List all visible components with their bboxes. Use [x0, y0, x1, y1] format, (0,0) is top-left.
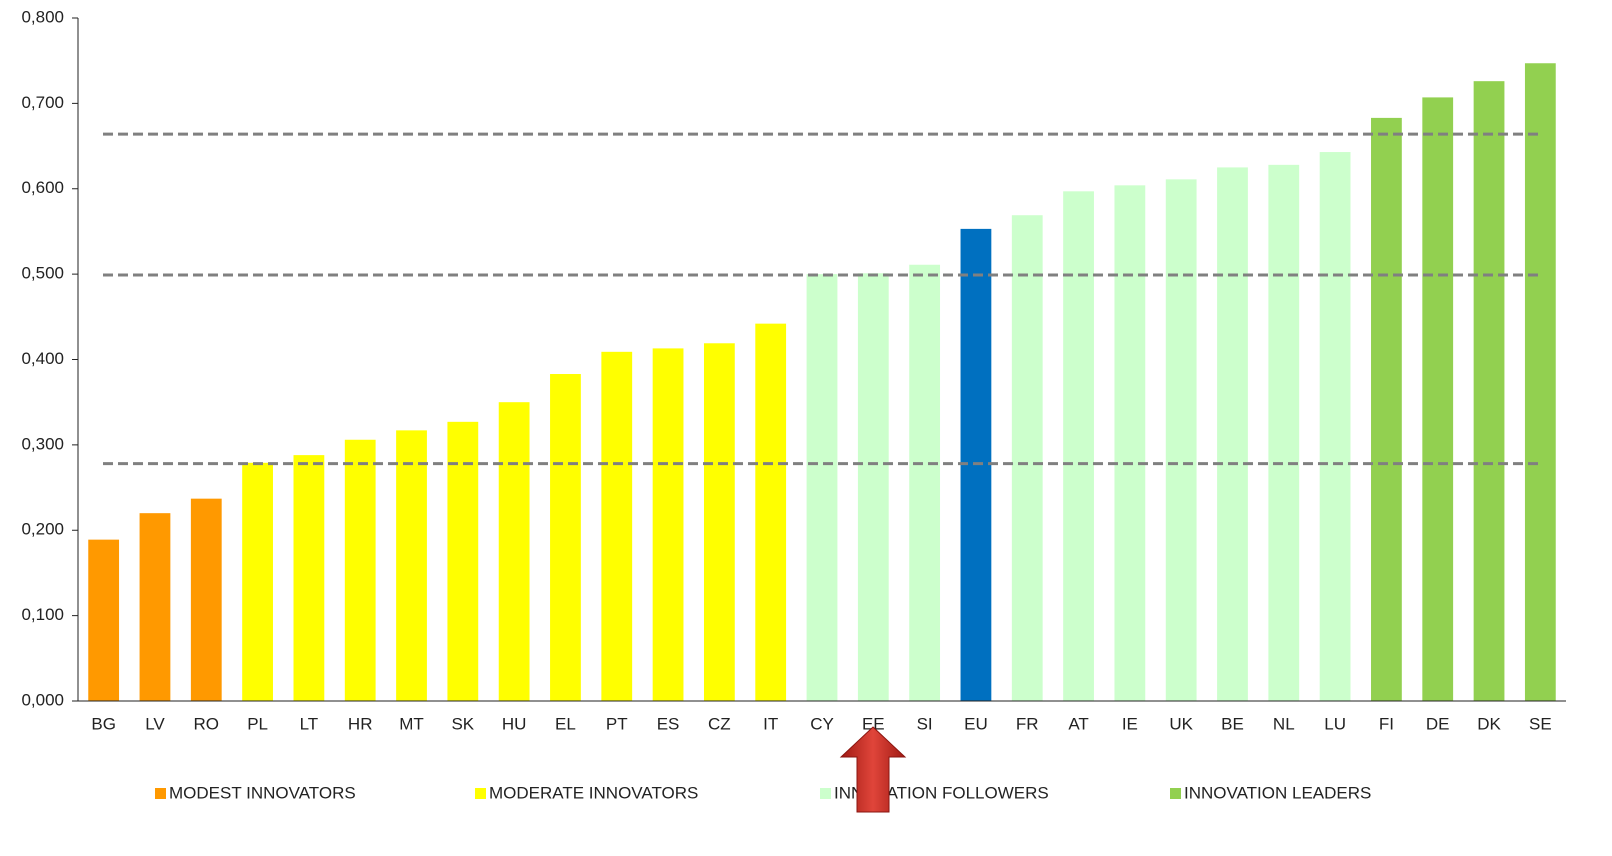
x-tick-label: IT	[763, 714, 778, 733]
x-tick-label: LV	[145, 714, 165, 733]
x-tick-label: HR	[348, 714, 373, 733]
x-tick-label: SK	[451, 714, 474, 733]
x-tick-label: PT	[606, 714, 628, 733]
legend-label: MODERATE INNOVATORS	[489, 783, 698, 802]
y-tick-label: 0,800	[21, 7, 64, 26]
y-tick-label: 0,400	[21, 349, 64, 368]
bar	[498, 402, 530, 701]
x-tick-label: LT	[300, 714, 319, 733]
x-tick-label: EE	[862, 714, 885, 733]
x-tick-label: SI	[917, 714, 933, 733]
bar	[652, 348, 684, 701]
y-tick-label: 0,300	[21, 434, 64, 453]
bar	[190, 498, 222, 701]
x-tick-label: CY	[810, 714, 834, 733]
x-tick-label: NL	[1273, 714, 1295, 733]
bar	[1268, 164, 1300, 702]
legend-swatch	[475, 788, 486, 799]
bar	[1165, 179, 1197, 701]
x-tick-label: FR	[1016, 714, 1039, 733]
bar	[909, 264, 941, 701]
bar	[396, 430, 427, 701]
y-tick-label: 0,200	[21, 520, 64, 539]
bar	[1114, 185, 1146, 701]
y-tick-label: 0,700	[21, 93, 64, 112]
bar	[755, 323, 787, 701]
x-tick-label: AT	[1068, 714, 1088, 733]
bar	[1011, 215, 1043, 701]
x-tick-label: ES	[657, 714, 680, 733]
x-tick-label: PL	[247, 714, 268, 733]
bar	[242, 462, 273, 701]
bar	[857, 273, 889, 701]
bar	[703, 343, 735, 701]
x-tick-label: DE	[1426, 714, 1450, 733]
bar	[1063, 191, 1094, 701]
x-tick-label: MT	[399, 714, 424, 733]
bar	[1319, 152, 1351, 701]
x-tick-label: SE	[1529, 714, 1552, 733]
x-tick-label: EU	[964, 714, 988, 733]
x-tick-label: HU	[502, 714, 527, 733]
legend-swatch	[155, 788, 166, 799]
bar	[1217, 167, 1248, 701]
bar	[550, 374, 581, 701]
y-tick-label: 0,500	[21, 264, 64, 283]
y-tick-label: 0,100	[21, 605, 64, 624]
bar	[88, 539, 120, 701]
y-tick-label: 0,000	[21, 690, 64, 709]
bar	[1371, 117, 1402, 702]
bar	[293, 455, 325, 701]
legend-label: MODEST INNOVATORS	[169, 783, 356, 802]
pointer-arrow	[839, 726, 907, 813]
x-tick-label: UK	[1169, 714, 1193, 733]
y-tick-label: 0,600	[21, 178, 64, 197]
bar	[1473, 81, 1505, 702]
legend-label: INNOVATION LEADERS	[1184, 783, 1371, 802]
bar	[139, 513, 171, 701]
x-tick-label: BG	[91, 714, 116, 733]
bar	[1422, 97, 1454, 702]
legend-swatch	[1170, 788, 1181, 799]
bar	[447, 421, 479, 701]
x-tick-label: RO	[194, 714, 220, 733]
bar	[601, 351, 633, 701]
x-tick-label: DK	[1477, 714, 1501, 733]
x-tick-label: BE	[1221, 714, 1244, 733]
x-tick-label: EL	[555, 714, 576, 733]
bar	[806, 274, 838, 701]
legend-swatch	[820, 788, 831, 799]
bar	[344, 439, 376, 701]
x-tick-label: FI	[1379, 714, 1394, 733]
x-tick-label: CZ	[708, 714, 731, 733]
x-tick-label: IE	[1122, 714, 1138, 733]
x-tick-label: LU	[1324, 714, 1346, 733]
bar	[1524, 63, 1556, 701]
